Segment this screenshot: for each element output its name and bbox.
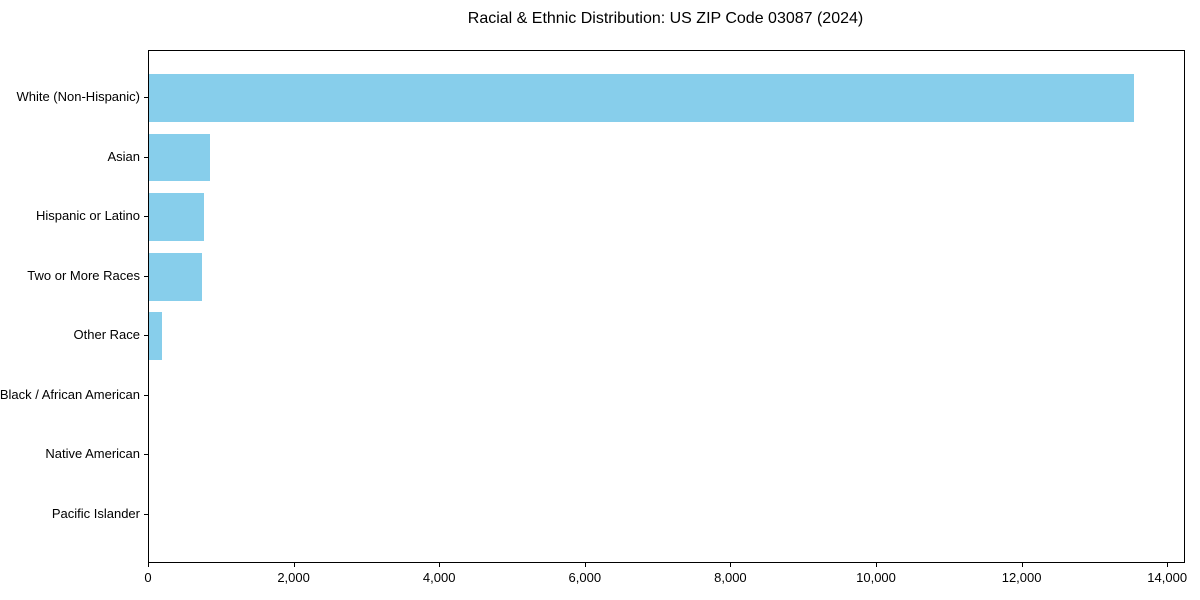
x-tick-label: 14,000 xyxy=(1147,570,1188,585)
x-tick-label: 6,000 xyxy=(568,570,602,585)
x-tick-label: 2,000 xyxy=(277,570,310,585)
bar-two-or-more-races xyxy=(149,252,203,301)
y-tick-mark xyxy=(144,216,148,218)
y-tick-label: Native American xyxy=(45,446,140,462)
x-tick-mark xyxy=(439,563,441,567)
bar-hispanic-or-latino xyxy=(149,193,205,241)
x-tick-mark xyxy=(1167,563,1169,567)
y-tick-mark xyxy=(144,156,148,158)
y-tick-label: Hispanic or Latino xyxy=(35,208,140,224)
bar-other-race xyxy=(149,312,163,361)
plot-area xyxy=(148,50,1185,563)
x-tick-label: 10,000 xyxy=(856,570,896,585)
y-tick-label: Pacific Islander xyxy=(51,505,140,521)
x-tick-label: 0 xyxy=(144,570,152,585)
x-tick-mark xyxy=(148,563,149,567)
y-tick-mark xyxy=(144,97,148,99)
y-tick-mark xyxy=(144,335,148,337)
y-tick-label: Other Race xyxy=(73,327,140,343)
x-tick-label: 4,000 xyxy=(422,570,456,585)
x-tick-mark xyxy=(584,563,586,567)
y-tick-mark xyxy=(144,275,148,277)
y-tick-label: Black / African American xyxy=(0,386,140,402)
x-tick-label: 12,000 xyxy=(1001,570,1042,585)
x-tick-label: 8,000 xyxy=(714,570,747,585)
bar-white-non-hispanic xyxy=(149,74,1134,122)
bar-asian xyxy=(149,133,211,182)
y-tick-mark xyxy=(144,394,148,396)
x-tick-mark xyxy=(293,563,295,567)
y-tick-label: Asian xyxy=(107,148,140,164)
x-tick-mark xyxy=(730,563,732,567)
y-tick-label: White (Non-Hispanic) xyxy=(16,89,140,105)
y-tick-mark xyxy=(144,513,148,515)
x-tick-mark xyxy=(876,563,877,567)
x-tick-mark xyxy=(1021,563,1023,567)
chart-title: Racial & Ethnic Distribution: US ZIP Cod… xyxy=(467,10,864,27)
y-tick-mark xyxy=(144,454,148,456)
y-tick-label: Two or More Races xyxy=(27,267,140,283)
